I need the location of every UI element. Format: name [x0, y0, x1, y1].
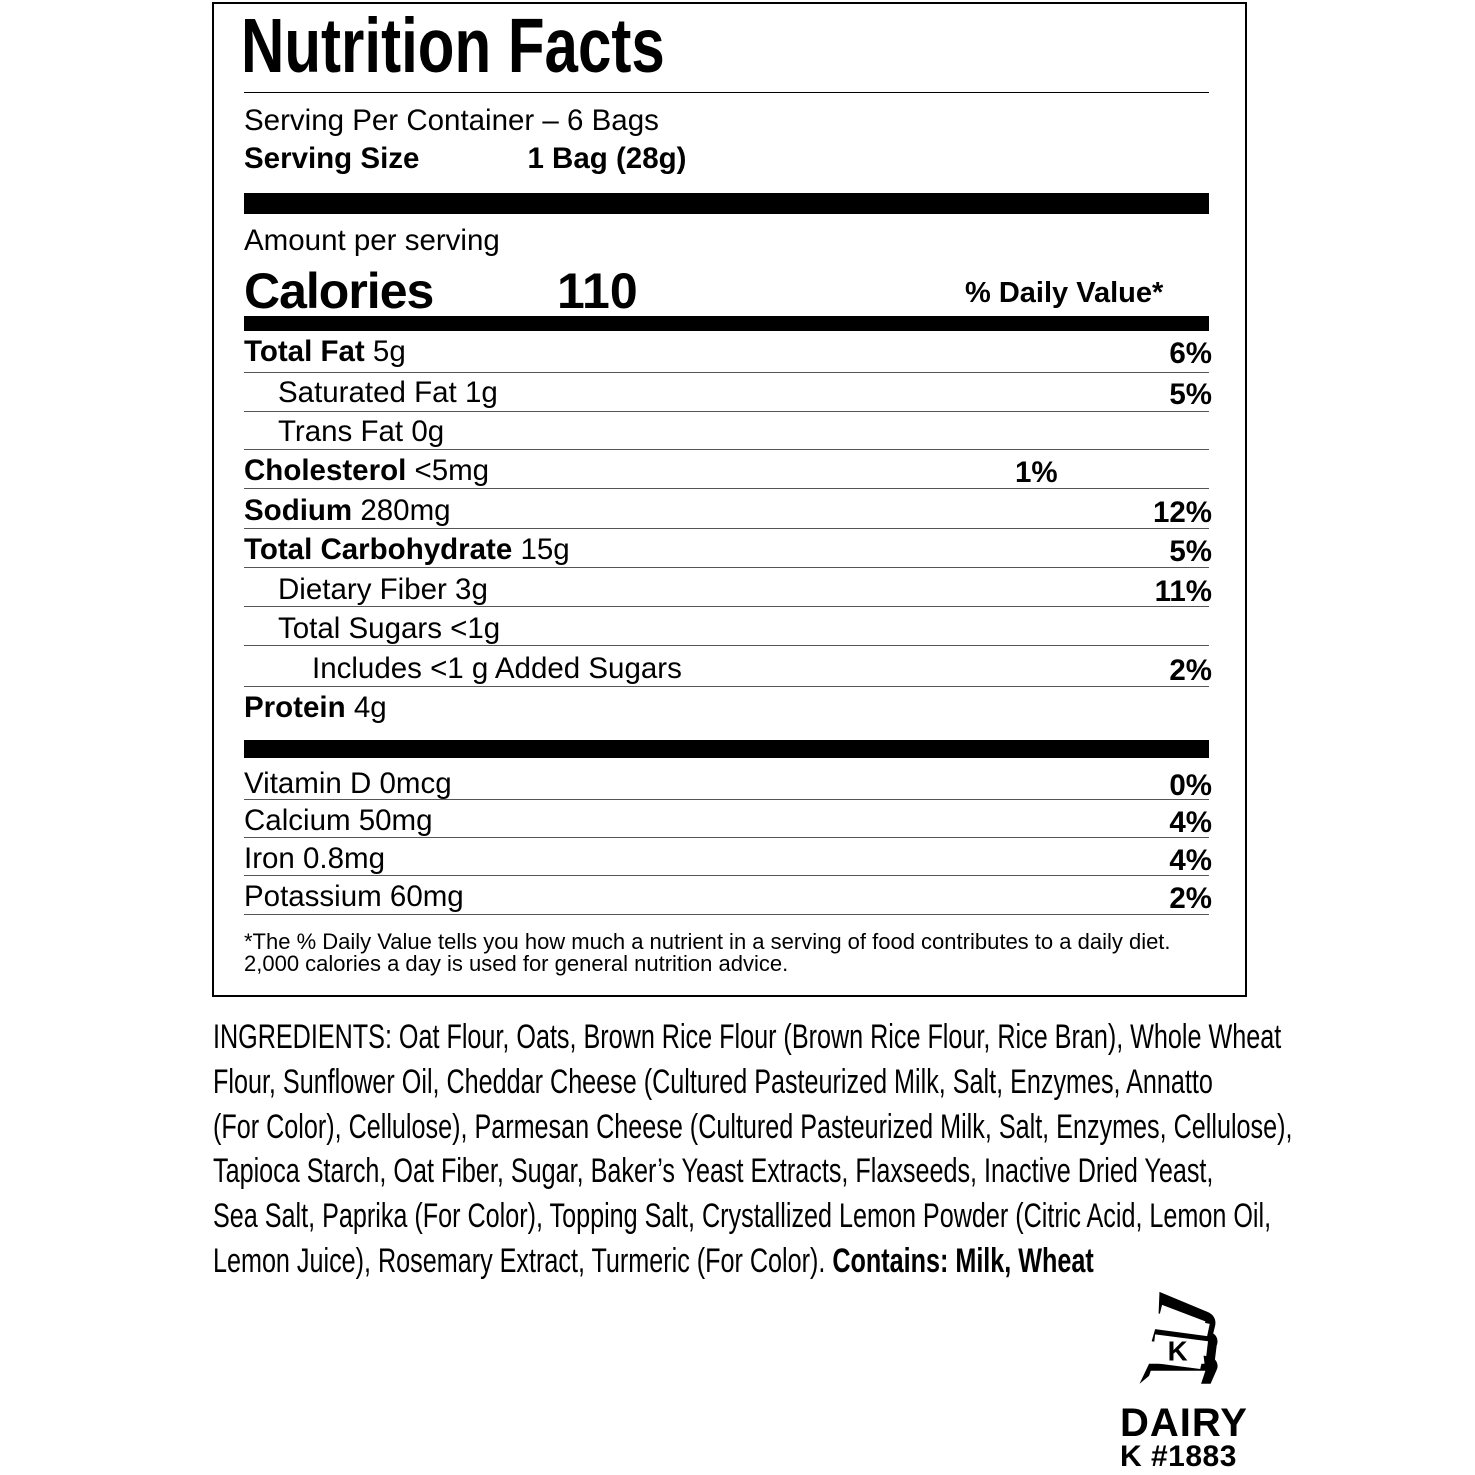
svg-text:K: K: [1168, 1335, 1188, 1366]
